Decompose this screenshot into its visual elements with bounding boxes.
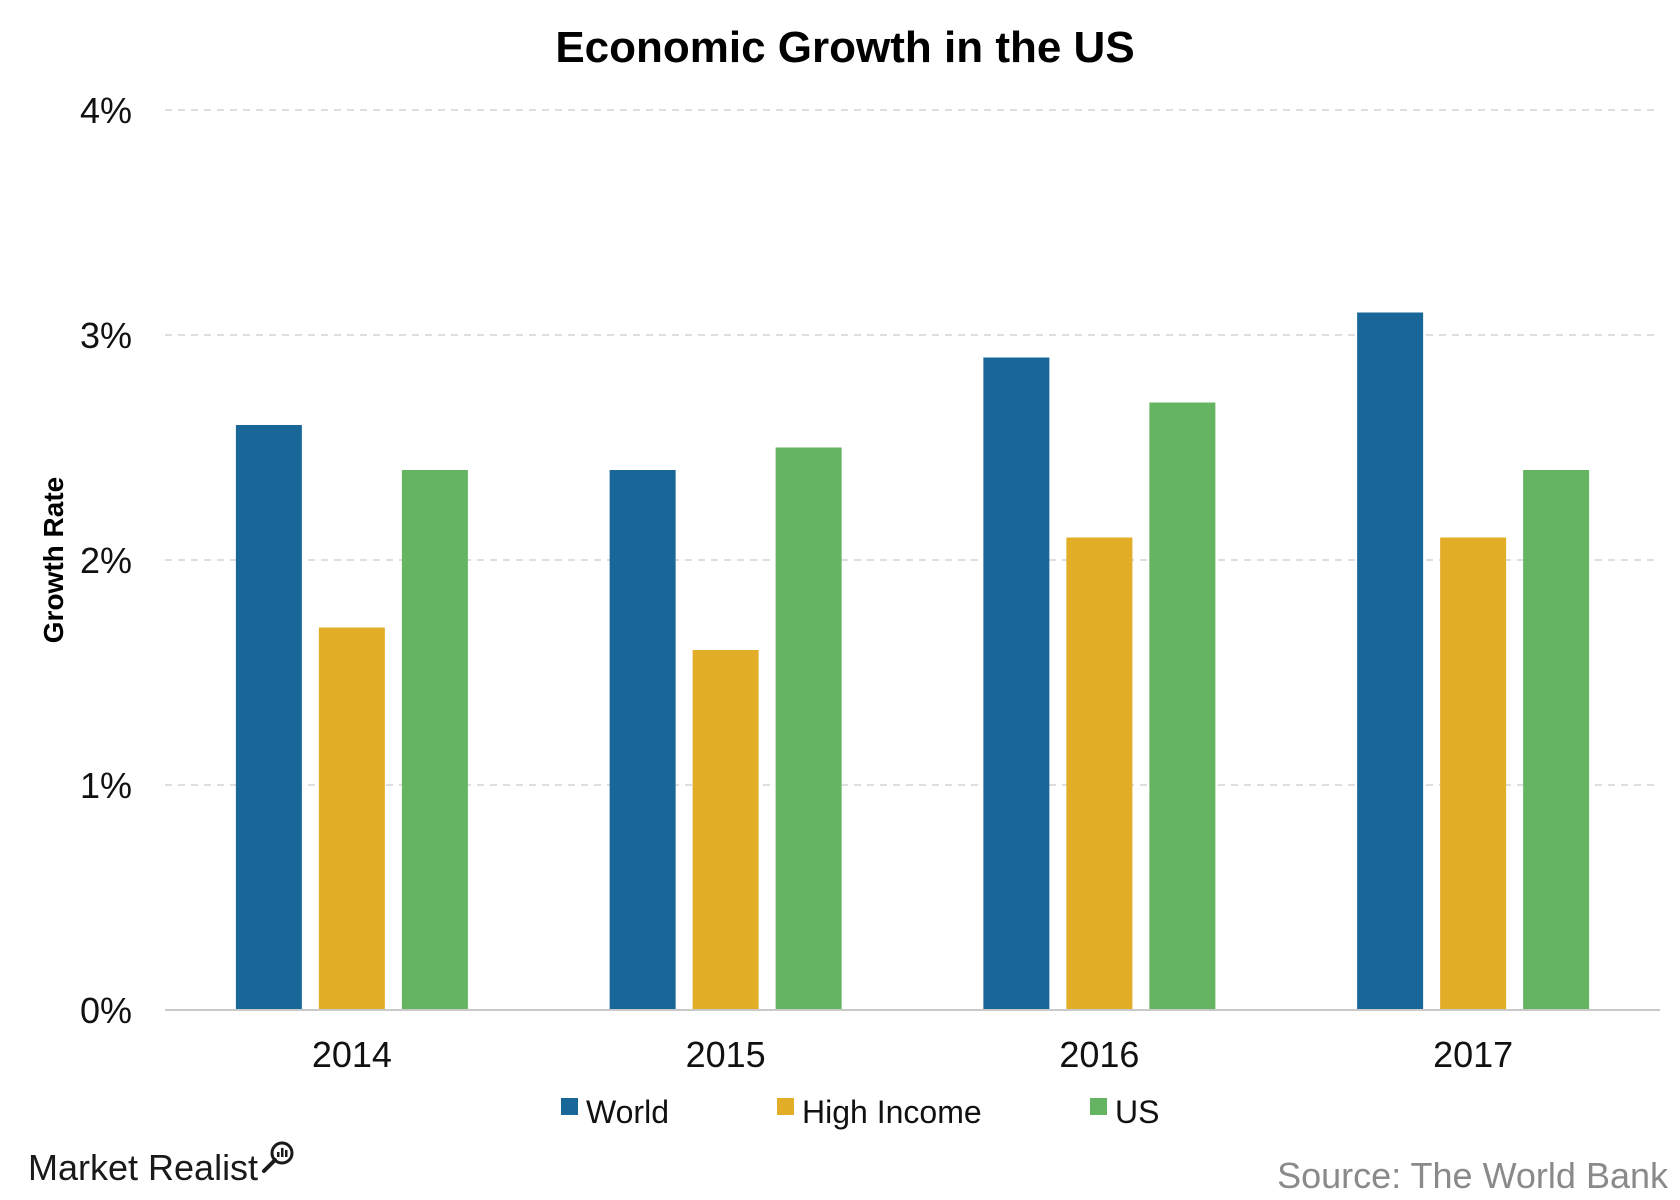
bar-us-2016 bbox=[1149, 402, 1216, 1010]
gridlines bbox=[165, 109, 1660, 786]
chart-title: Economic Growth in the US bbox=[555, 23, 1134, 72]
bar-world-2016 bbox=[983, 357, 1050, 1010]
legend-label: US bbox=[1115, 1094, 1159, 1130]
y-tick-label: 1% bbox=[80, 765, 132, 806]
legend-label: World bbox=[586, 1094, 669, 1130]
bar-world-2015 bbox=[609, 470, 676, 1010]
bar-world-2014 bbox=[235, 425, 302, 1010]
magnifier-chart-icon bbox=[262, 1141, 294, 1173]
legend-swatch bbox=[777, 1098, 794, 1115]
y-tick-label: 3% bbox=[80, 315, 132, 356]
bar-world-2017 bbox=[1357, 312, 1424, 1010]
source-note: Source: The World Bank bbox=[1277, 1155, 1669, 1196]
legend-label: High Income bbox=[802, 1094, 982, 1130]
y-tick-label: 2% bbox=[80, 540, 132, 581]
x-tick-label: 2017 bbox=[1433, 1034, 1513, 1075]
y-tick-label: 0% bbox=[80, 990, 132, 1031]
bar-high-income-2014 bbox=[318, 627, 385, 1010]
x-axis-ticks: 2014 2015 2016 2017 bbox=[312, 1034, 1513, 1075]
legend-swatch bbox=[1090, 1098, 1107, 1115]
bar-us-2015 bbox=[775, 447, 842, 1010]
logo-text: Market Realist bbox=[28, 1147, 258, 1188]
x-tick-label: 2016 bbox=[1059, 1034, 1139, 1075]
bar-high-income-2015 bbox=[692, 650, 759, 1010]
x-tick-label: 2015 bbox=[686, 1034, 766, 1075]
bar-high-income-2017 bbox=[1440, 537, 1507, 1010]
y-axis-label: Growth Rate bbox=[38, 477, 69, 643]
bar-us-2014 bbox=[401, 470, 468, 1010]
market-realist-logo: Market Realist bbox=[28, 1141, 294, 1188]
y-tick-label: 4% bbox=[80, 90, 132, 131]
legend: World High Income US bbox=[561, 1094, 1159, 1130]
bar-us-2017 bbox=[1523, 470, 1590, 1010]
y-axis-ticks: 0% 1% 2% 3% 4% bbox=[80, 90, 132, 1031]
x-tick-label: 2014 bbox=[312, 1034, 392, 1075]
bar-high-income-2016 bbox=[1066, 537, 1133, 1010]
bars bbox=[235, 312, 1590, 1010]
legend-swatch bbox=[561, 1098, 578, 1115]
